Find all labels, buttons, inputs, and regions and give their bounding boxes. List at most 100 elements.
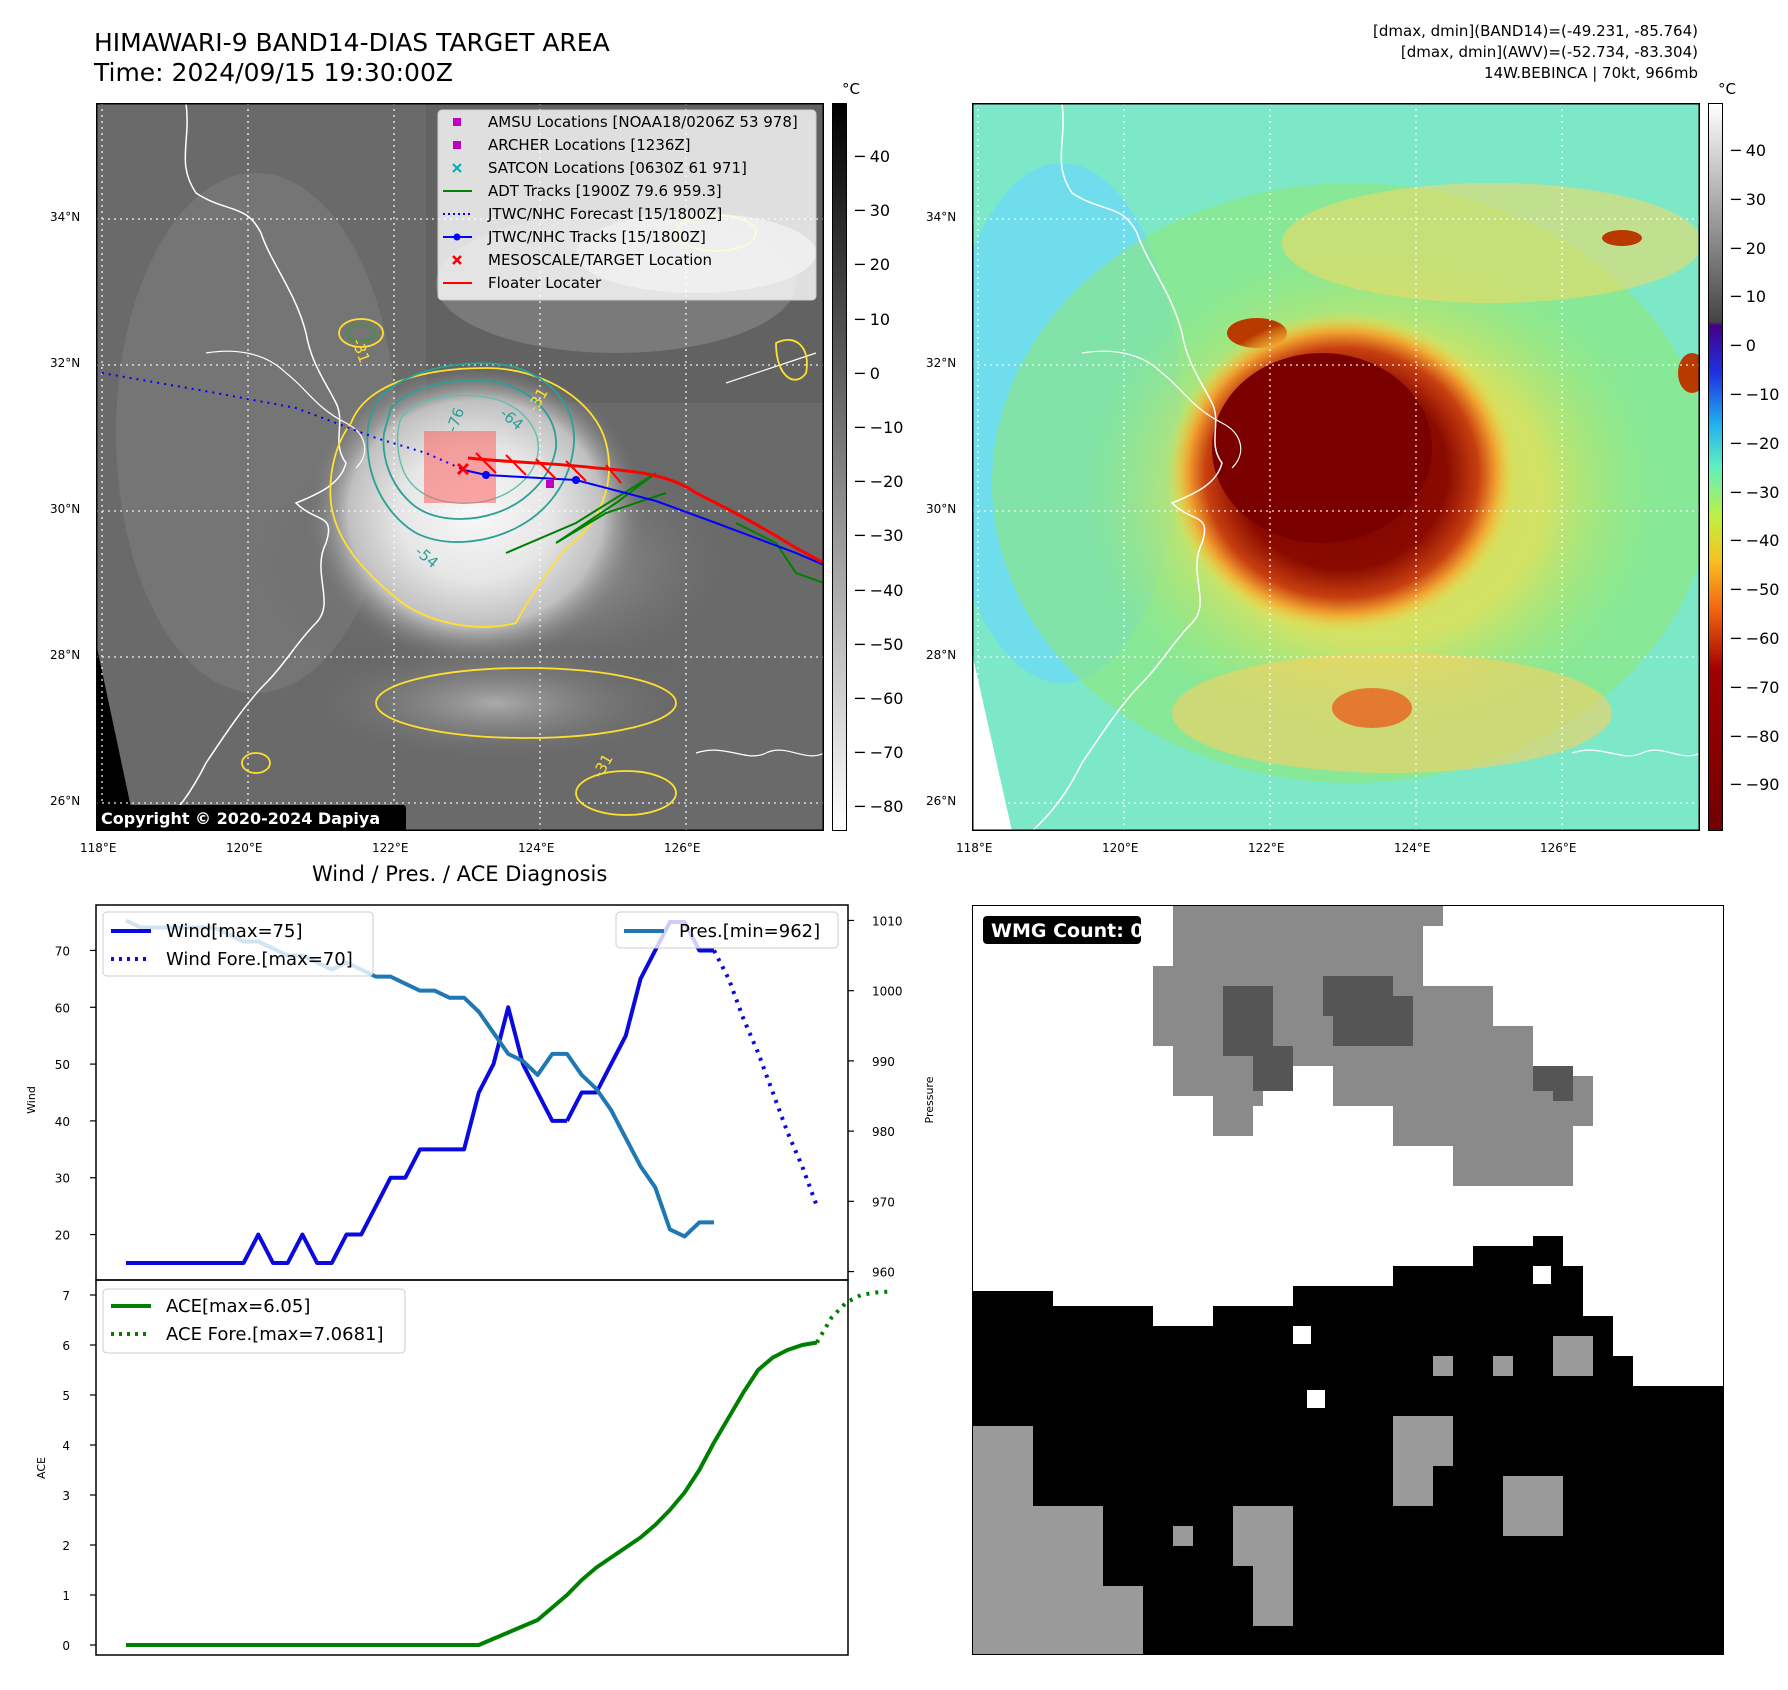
colorbar-right-tick: ─ −40 (1731, 531, 1780, 551)
target-marker (456, 462, 470, 476)
ace-ytick-label: 3 (62, 1489, 70, 1503)
ir-cold-core (306, 363, 646, 663)
ace-ytick-label: 1 (62, 1589, 70, 1603)
colorbar-right-tick: ─ −90 (1731, 775, 1780, 795)
awv-coastline (1031, 102, 1223, 832)
r-lat-32: 32°N (926, 356, 957, 370)
colorbar-right-tick: ─ 0 (1731, 336, 1756, 356)
legend-jtwc-forecast: JTWC/NHC Forecast [15/1800Z] (487, 205, 722, 223)
wind-line (126, 1005, 567, 1265)
ace-ytick-label: 5 (62, 1389, 70, 1403)
wind-ytick-label: 20 (55, 1229, 70, 1243)
colorbar-left-tick: ─ −70 (855, 743, 904, 763)
colorbar-right-tick: ─ −50 (1731, 580, 1780, 600)
ir-map-svg: -76 -64 -54 -31 -31 -31 AMSU Locations [… (96, 102, 825, 832)
wind-legend: Wind[max=75] Wind Fore.[max=70] (102, 911, 374, 977)
pres-legend: Pres.[min=962] (615, 911, 839, 949)
r-lon-118: 118°E (956, 841, 993, 855)
colorbar-left-tick: ─ 30 (855, 201, 891, 221)
colorbar-left-tick: ─ −30 (855, 526, 904, 546)
colorbar-right-tick: ─ 30 (1731, 189, 1767, 209)
awv-map (942, 102, 1712, 832)
colorbar-right-ticks: ─ 40 ─ 30 ─ 20 ─ 10 ─ 0 ─ −10 ─ −20 ─ −30 ─ −40 ─… (1731, 103, 1788, 831)
legend-amsu: AMSU Locations [NOAA18/0206Z 53 978] (488, 113, 798, 131)
legend-wind: Wind[max=75] (166, 921, 303, 942)
pres-ytick-label: 990 (872, 1055, 895, 1069)
map-legend: AMSU Locations [NOAA18/0206Z 53 978] ARC… (437, 109, 817, 301)
colorbar-left-ticks: ─ 40 ─ 30 ─ 20 ─ 10 ─ 0 ─ −10 ─ −20 ─ −30 ─ −40 ─… (855, 103, 915, 831)
ace-ytick-label: 6 (62, 1339, 70, 1353)
lon-118: 118°E (80, 841, 117, 855)
wind-ytick-label: 60 (55, 1001, 70, 1015)
legend-mesoscale: MESOSCALE/TARGET Location (488, 251, 712, 269)
ace-legend: ACE[max=6.05] ACE Fore.[max=7.0681] (102, 1288, 406, 1354)
colorbar-right (1708, 103, 1723, 831)
adt-tracks (505, 472, 667, 554)
wind-ytick-label: 70 (55, 944, 70, 958)
colorbar-right-tick: ─ −30 (1731, 482, 1780, 502)
r-lat-30: 30°N (926, 502, 957, 516)
colorbar-right-unit: °C (1718, 80, 1736, 98)
pres-ytick-label: 970 (872, 1195, 895, 1209)
storm-info: 14W.BEBINCA | 70kt, 966mb (1484, 64, 1698, 82)
lat-28: 28°N (50, 648, 81, 662)
wmg-panel: WMG Count: 0 (972, 905, 1724, 1655)
wind-ylabel: Wind (25, 1086, 38, 1114)
colorbar-left-tick: ─ −50 (855, 634, 904, 654)
ir-contour-map: -76 -64 -54 -31 -31 -31 AMSU Locations [… (96, 102, 825, 832)
colorbar-left-tick: ─ −20 (855, 472, 904, 492)
ace-ytick-label: 4 (62, 1439, 70, 1453)
pres-ytick-label: 980 (872, 1125, 895, 1139)
legend-archer: ARCHER Locations [1236Z] (488, 136, 691, 154)
ace-panel (95, 1279, 849, 1656)
lon-122: 122°E (372, 841, 409, 855)
ace-ytick-label: 7 (62, 1289, 70, 1303)
legend-ace-fore: ACE Fore.[max=7.0681] (166, 1324, 384, 1345)
wind-ytick-label: 50 (55, 1058, 70, 1072)
floater-locater (467, 456, 825, 565)
wind-ytick-label: 30 (55, 1172, 70, 1186)
ace-line (126, 1441, 716, 1647)
colorbar-right-tick: ─ −10 (1731, 385, 1780, 404)
r-lat-26: 26°N (926, 794, 957, 808)
colorbar-right-tick: ─ −60 (1731, 629, 1780, 648)
ace-ytick-label: 2 (62, 1539, 70, 1553)
colorbar-left-tick: ─ −60 (855, 689, 904, 708)
legend-floater: Floater Locater (488, 274, 602, 292)
legend-jtwc-tracks: JTWC/NHC Tracks [15/1800Z] (487, 228, 706, 246)
colorbar-right-tick: ─ 40 (1731, 141, 1767, 160)
lon-124: 124°E (518, 841, 555, 855)
colorbar-left (832, 103, 847, 831)
colorbar-left-tick: ─ −80 (855, 797, 904, 817)
lat-32: 32°N (50, 356, 81, 370)
colorbar-left-tick: ─ 10 (855, 309, 891, 329)
stat-band14: [dmax, dmin](BAND14)=(-49.231, -85.764) (1373, 22, 1698, 40)
diagnosis-title: Wind / Pres. / ACE Diagnosis (312, 862, 608, 886)
colorbar-left-tick: ─ −40 (855, 580, 904, 600)
wind-ytick-label: 40 (55, 1115, 70, 1129)
colorbar-left-tick: ─ −10 (855, 418, 904, 437)
legend-satcon: SATCON Locations [0630Z 61 971] (488, 159, 747, 177)
contours-teal (366, 362, 575, 543)
colorbar-left-tick: ─ 40 (855, 147, 891, 166)
wind-forecast-line (712, 949, 819, 1207)
ace-forecast-line (815, 1289, 891, 1344)
pres-ytick-label: 1010 (872, 914, 903, 928)
lon-120: 120°E (226, 841, 263, 855)
legend-ace: ACE[max=6.05] (166, 1296, 310, 1317)
pres-ytick-label: 960 (872, 1266, 895, 1280)
legend-adt: ADT Tracks [1900Z 79.6 959.3] (488, 182, 722, 200)
jtwc-track (463, 469, 825, 566)
legend-pres: Pres.[min=962] (679, 921, 820, 942)
forecast-track (101, 372, 465, 471)
stat-awv: [dmax, dmin](AWV)=(-52.734, -83.304) (1400, 43, 1698, 61)
pres-ytick-label: 1000 (872, 985, 903, 999)
map-title-line1: HIMAWARI-9 BAND14-DIAS TARGET AREA (94, 28, 610, 57)
wmg-svg: WMG Count: 0 (973, 906, 1723, 1654)
ace-ytick-label: 0 (62, 1639, 70, 1653)
r-lon-120: 120°E (1102, 841, 1139, 855)
map-title-line2: Time: 2024/09/15 19:30:00Z (94, 58, 453, 87)
copyright: Copyright © 2020-2024 Dapiya (101, 809, 380, 828)
awv-grid (972, 103, 1700, 831)
colorbar-right-tick: ─ −80 (1731, 726, 1780, 746)
